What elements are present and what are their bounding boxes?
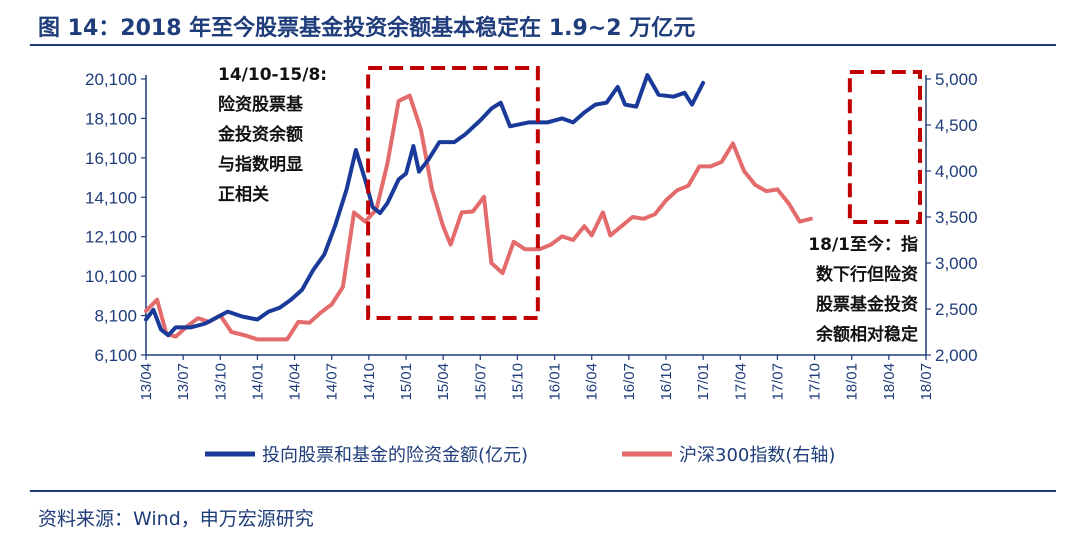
annotation-line: 股票基金投资 bbox=[816, 294, 918, 315]
x-tick-label: 18/07 bbox=[918, 363, 935, 401]
x-tick-label: 13/04 bbox=[138, 363, 155, 401]
left-tick-label: 8,100 bbox=[94, 307, 137, 326]
highlight-box-2018 bbox=[847, 70, 922, 224]
annotation-line: 险资股票基 bbox=[218, 94, 304, 115]
series-line-insurance-equity bbox=[144, 73, 706, 338]
series-line-csi300 bbox=[144, 93, 813, 342]
x-tick-label: 16/07 bbox=[621, 363, 638, 401]
x-tick-label: 17/10 bbox=[807, 363, 824, 401]
x-tick-label: 16/01 bbox=[547, 363, 564, 401]
x-tick-label: 15/07 bbox=[472, 363, 489, 401]
x-tick-label: 14/10 bbox=[361, 363, 378, 401]
x-tick-label: 17/04 bbox=[732, 363, 749, 401]
annotation-line: 正相关 bbox=[218, 184, 269, 205]
left-tick-label: 10,100 bbox=[85, 267, 137, 286]
x-tick-label: 14/07 bbox=[324, 363, 341, 401]
x-tick-label: 18/01 bbox=[844, 363, 861, 401]
left-tick-label: 20,100 bbox=[85, 70, 137, 89]
x-tick-label: 13/07 bbox=[175, 363, 192, 401]
right-tick-label: 5,000 bbox=[935, 70, 978, 89]
annotation-line: 金投资余额 bbox=[217, 124, 303, 145]
left-tick-label: 6,100 bbox=[94, 346, 137, 365]
highlight-box-2014-2015 bbox=[366, 66, 540, 320]
x-tick-label: 17/07 bbox=[769, 363, 786, 401]
legend: 投向股票和基金的险资金额(亿元) 沪深300指数(右轴) bbox=[205, 445, 835, 466]
right-tick-label: 4,500 bbox=[935, 116, 978, 135]
left-axis-ticks: 6,100 8,100 10,100 12,100 14,100 16,100 18,100… bbox=[85, 70, 146, 365]
x-tick-label: 13/10 bbox=[212, 363, 229, 401]
x-tick-label: 14/04 bbox=[287, 363, 304, 401]
x-tick-label: 16/10 bbox=[658, 363, 675, 401]
left-tick-label: 16,100 bbox=[85, 149, 137, 168]
legend-label-main: 投向股票和基金的险资金额(亿元) bbox=[262, 445, 528, 466]
x-tick-label: 17/01 bbox=[695, 363, 712, 401]
right-tick-label: 2,000 bbox=[935, 346, 978, 365]
x-axis-ticks: 13/04 13/07 13/10 14/01 14/04 14/07 14/10 15/01… bbox=[138, 355, 935, 401]
left-tick-label: 14,100 bbox=[85, 188, 137, 207]
source-note: 资料来源：Wind，申万宏源研究 bbox=[38, 508, 314, 530]
footer-divider bbox=[30, 490, 1056, 492]
x-tick-label: 16/04 bbox=[584, 363, 601, 401]
right-tick-label: 3,500 bbox=[935, 208, 978, 227]
title-divider bbox=[30, 44, 1056, 46]
right-tick-label: 3,000 bbox=[935, 254, 978, 273]
series-layer bbox=[144, 73, 813, 342]
x-tick-label: 18/04 bbox=[881, 363, 898, 401]
right-tick-label: 4,000 bbox=[935, 162, 978, 181]
x-tick-label: 14/01 bbox=[249, 363, 266, 401]
x-tick-label: 15/10 bbox=[509, 363, 526, 401]
right-tick-label: 2,500 bbox=[935, 300, 978, 319]
annotation-line: 14/10-15/8: bbox=[218, 65, 327, 85]
x-tick-label: 15/01 bbox=[398, 363, 415, 401]
right-axis-ticks: 2,000 2,500 3,000 3,500 4,000 4,500 5,000 bbox=[926, 70, 978, 365]
annotation-line: 18/1至今：指 bbox=[808, 234, 918, 255]
x-tick-label: 15/04 bbox=[435, 363, 452, 401]
left-tick-label: 12,100 bbox=[85, 228, 137, 247]
annotation-line: 与指数明显 bbox=[218, 154, 303, 175]
legend-label-index: 沪深300指数(右轴) bbox=[679, 445, 835, 466]
chart-canvas: 6,100 8,100 10,100 12,100 14,100 16,100 18,100… bbox=[85, 65, 978, 466]
annotation-line: 数下行但险资 bbox=[816, 264, 918, 285]
chart-title: 图 14：2018 年至今股票基金投资余额基本稳定在 1.9~2 万亿元 bbox=[38, 16, 696, 41]
left-tick-label: 18,100 bbox=[85, 109, 137, 128]
annotation-line: 余额相对稳定 bbox=[815, 324, 918, 345]
